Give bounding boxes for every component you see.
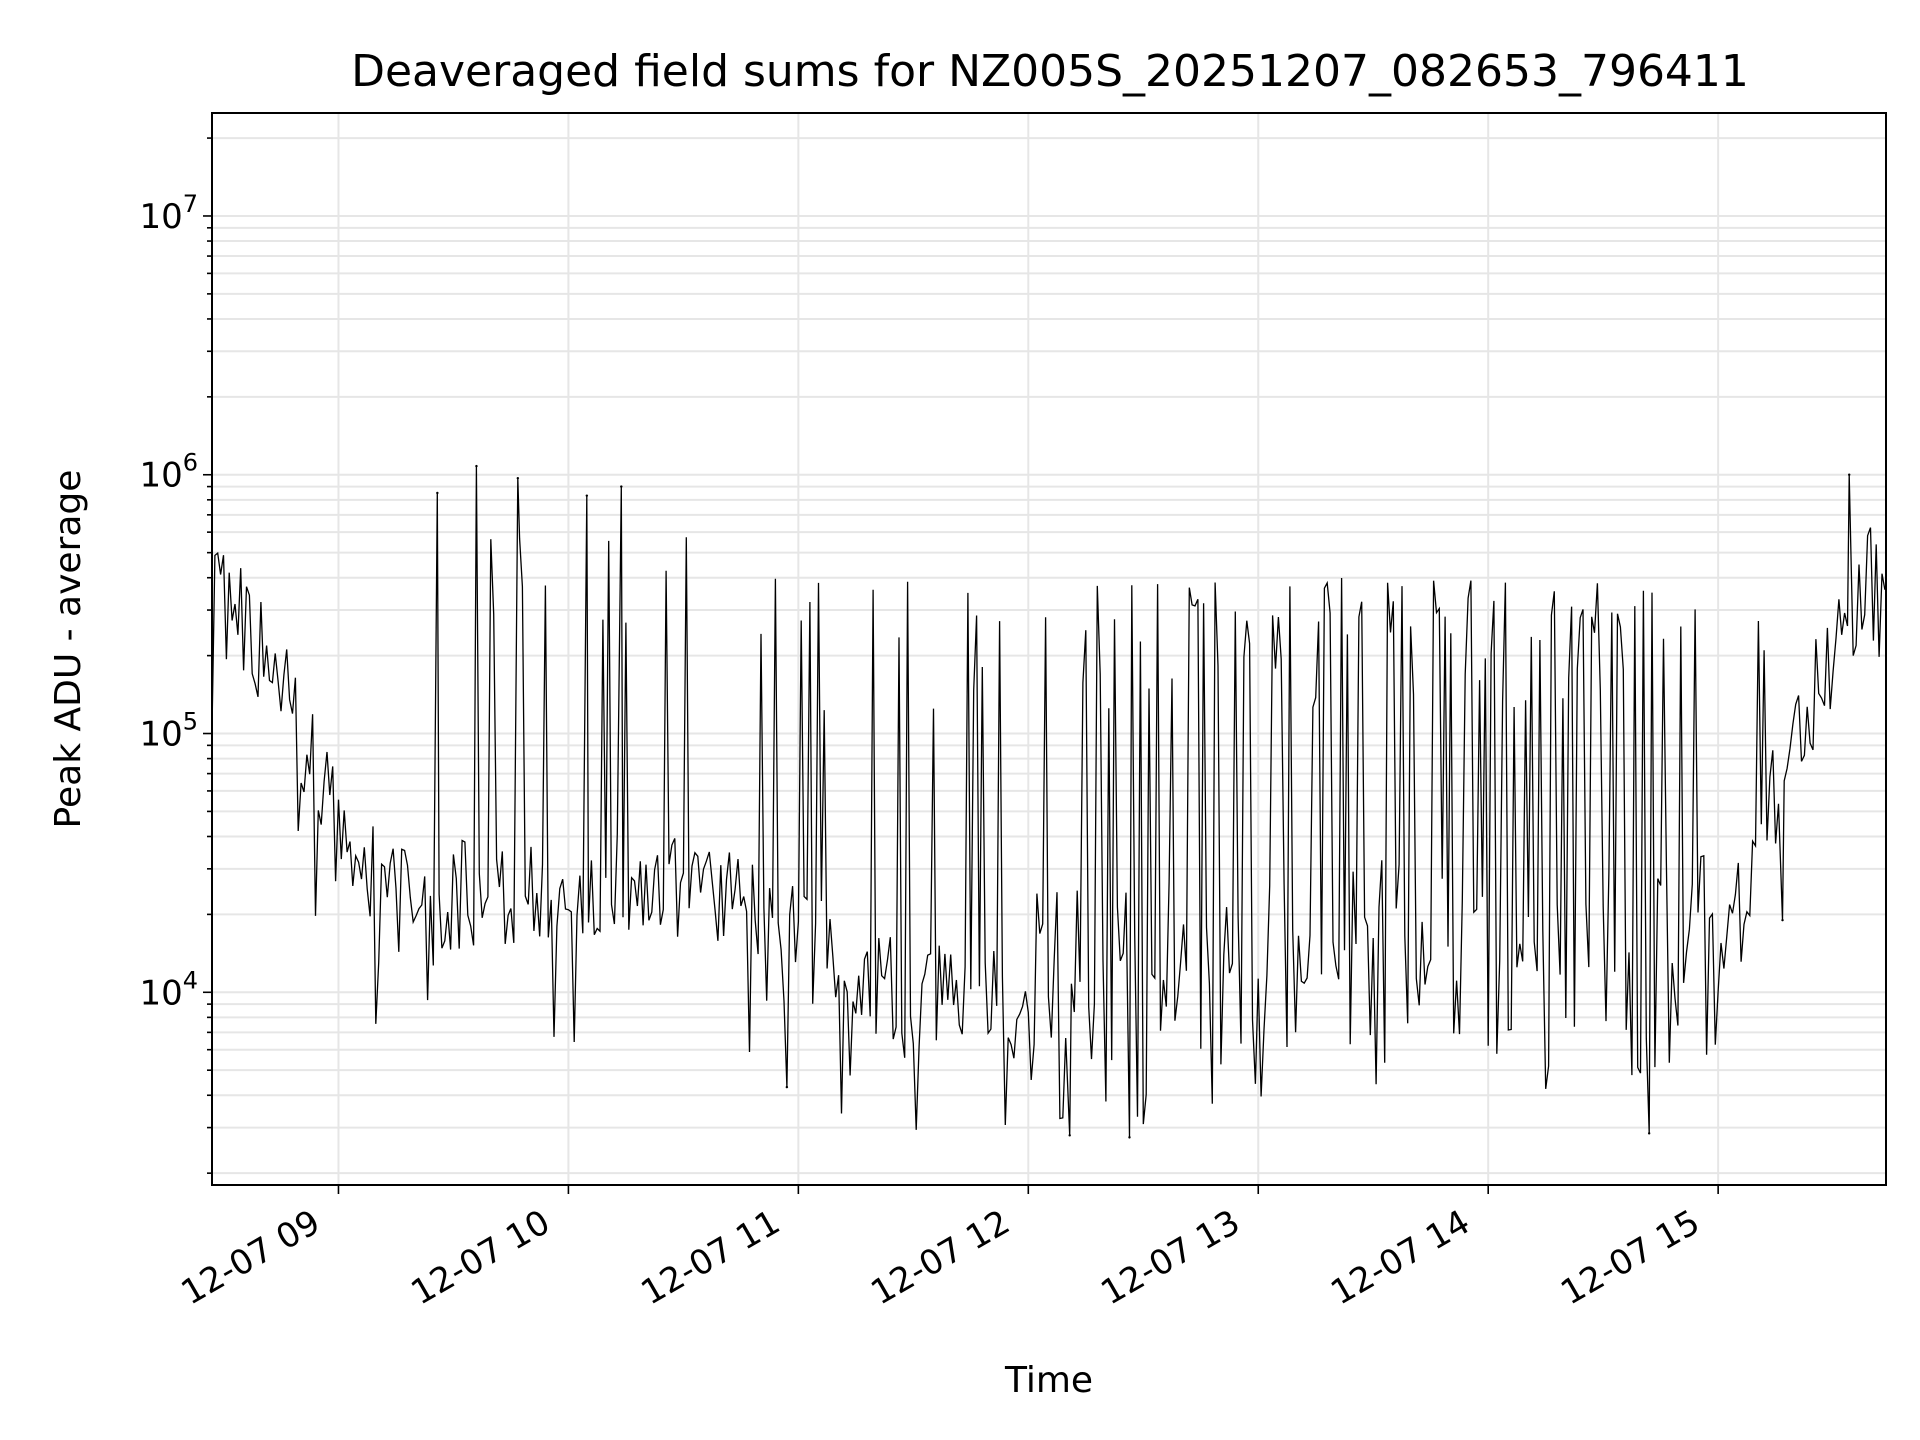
series-group — [211, 464, 1886, 1139]
y-axis-label: Peak ADU - average — [48, 470, 89, 829]
y-tick-label: 107 — [139, 190, 198, 237]
x-tick-label: 12-07 12 — [864, 1202, 1016, 1313]
x-tick-label: 12-07 10 — [405, 1202, 557, 1313]
chart-title: Deaveraged field sums for NZ005S_2025120… — [351, 46, 1749, 97]
spike-point — [475, 464, 478, 468]
x-axis-label: Time — [1004, 1360, 1093, 1401]
spike-point — [1848, 473, 1851, 476]
y-tick-label: 105 — [139, 708, 198, 755]
spike-point — [585, 494, 589, 497]
dip-point — [1068, 1134, 1071, 1137]
x-tick-label: 12-07 11 — [634, 1202, 786, 1313]
y-tick-label: 104 — [139, 966, 198, 1013]
series-line — [211, 466, 1886, 1138]
spike-point — [620, 485, 623, 488]
grid — [212, 113, 1886, 1185]
dip-point — [1647, 1132, 1651, 1135]
plot-frame — [211, 112, 1887, 1186]
x-axis: 12-07 09 12-07 10 12-07 11 12-07 12 12-07 13… — [175, 1185, 1719, 1313]
spike-point — [436, 491, 439, 495]
x-tick-label: 12-07 14 — [1324, 1202, 1476, 1313]
x-tick-label: 12-07 09 — [175, 1202, 327, 1313]
dip-point — [785, 1085, 789, 1089]
x-tick-label: 12-07 15 — [1554, 1202, 1706, 1313]
spike-point — [516, 476, 520, 480]
x-tick-label: 12-07 13 — [1094, 1202, 1246, 1313]
dip-point — [1128, 1136, 1131, 1139]
y-axis: 104 105 106 107 — [139, 137, 212, 1174]
dip-point — [1781, 918, 1784, 922]
y-tick-label: 106 — [139, 449, 198, 496]
